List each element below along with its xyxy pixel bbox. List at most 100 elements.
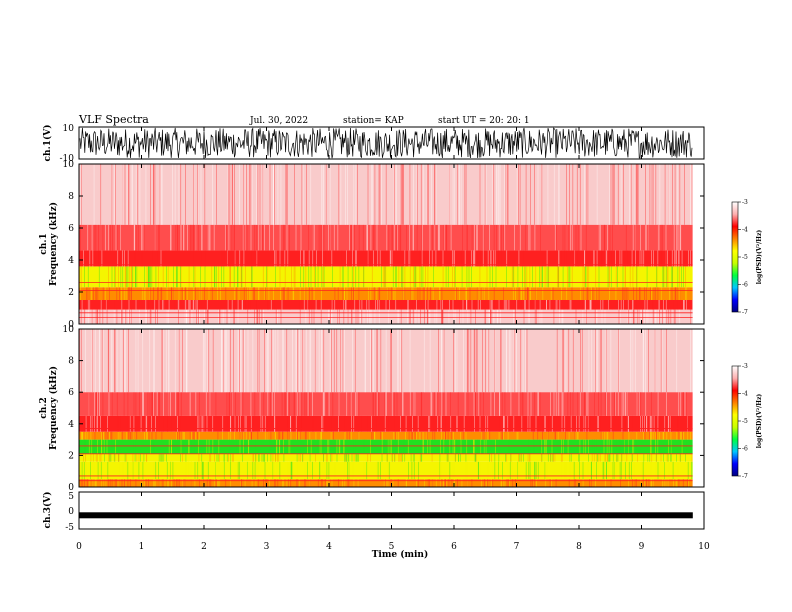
spectrogram-streak: [339, 329, 341, 393]
spectrogram-streak: [154, 439, 156, 454]
spectrogram-streak: [232, 392, 233, 416]
spectrogram-streak: [507, 415, 509, 432]
spectrogram-streak: [356, 453, 358, 462]
spectrogram-streak: [178, 479, 180, 487]
spectrogram-streak: [233, 453, 234, 462]
spectrogram-streak: [512, 266, 514, 288]
spectrogram-streak: [135, 439, 136, 454]
spectrogram-streak: [445, 479, 447, 487]
spectrogram-band: [79, 479, 693, 487]
spectrogram-streak: [487, 250, 489, 267]
spectrogram-streak: [432, 479, 433, 487]
spectrogram-streak: [615, 250, 616, 267]
spectrogram-streak: [108, 329, 110, 393]
spectrogram-streak: [256, 309, 258, 324]
spectrogram-streak: [533, 439, 535, 454]
spectrogram-streak: [170, 415, 172, 432]
spectrogram-streak: [685, 266, 686, 288]
spectrogram-streak: [192, 250, 194, 267]
spectrogram-streak: [264, 461, 266, 480]
spectrogram-streak: [318, 224, 320, 251]
spectrogram-streak: [87, 309, 89, 324]
spectrogram-streak: [605, 439, 607, 454]
freq-tick-label: 6: [68, 224, 74, 234]
spectrogram-streak: [394, 287, 396, 300]
spectrogram-streak: [515, 287, 516, 300]
spectrogram-streak: [396, 266, 397, 288]
spectrogram-streak: [219, 309, 221, 324]
spectrogram-streak: [301, 164, 303, 225]
spectrogram-streak: [687, 431, 689, 440]
spectrogram-streak: [461, 266, 463, 288]
spectrogram-streak: [283, 287, 285, 300]
spectrogram-streak: [309, 479, 311, 487]
spectrogram-streak: [183, 479, 185, 487]
spectrogram-streak: [657, 224, 659, 251]
spectrogram-streak: [555, 392, 557, 416]
spectrogram-streak: [214, 266, 215, 288]
spectrogram-streak: [550, 453, 551, 462]
spectrogram-streak: [111, 164, 113, 225]
spectrogram-streak: [369, 309, 370, 324]
freq-tick-label: 4: [68, 256, 74, 266]
spectrogram-streak: [520, 287, 522, 300]
spectrogram-streak: [392, 479, 394, 487]
spectrogram-streak: [598, 453, 600, 462]
spectrogram-streak: [552, 287, 554, 300]
spectrogram-streak: [232, 392, 234, 416]
spectrogram-streak: [80, 224, 81, 251]
freq-tick-label: 2: [68, 288, 74, 298]
spectrogram-streak: [413, 164, 414, 225]
spectrogram-streak: [260, 224, 262, 251]
spectrogram-streak: [321, 250, 322, 267]
spectrogram-streak: [320, 431, 321, 440]
spectrogram-streak: [401, 453, 402, 462]
spectrogram-streak: [135, 250, 137, 267]
spectrogram-streak: [98, 250, 99, 267]
spectrogram-streak: [485, 309, 486, 324]
spectrogram-streak: [475, 392, 476, 416]
spectrogram-streak: [215, 392, 217, 416]
spectrogram-streak: [678, 250, 680, 267]
spectrogram-streak: [95, 479, 96, 487]
spectrogram-streak: [347, 266, 349, 288]
spectrogram-streak: [662, 431, 664, 440]
spectrogram-streak: [258, 453, 259, 462]
spectrogram-streak: [223, 329, 224, 393]
spectrogram-streak: [127, 415, 129, 432]
spectrogram-streak: [398, 453, 400, 462]
spectrogram-streak: [276, 439, 278, 454]
spectrogram-streak: [529, 266, 531, 288]
spectrogram-streak: [338, 415, 339, 432]
spectrogram-streak: [509, 439, 510, 454]
spectrogram-streak: [275, 431, 276, 440]
spectrogram-streak: [622, 415, 624, 432]
spectrogram-streak: [181, 287, 183, 300]
spectrogram-streak: [250, 287, 252, 300]
spectrogram-streak: [545, 479, 547, 487]
spectrogram-streak: [479, 266, 481, 288]
spectrogram-streak: [610, 415, 612, 432]
spectrogram-streak: [186, 461, 187, 480]
spectrogram-streak: [128, 300, 130, 310]
spectrogram-streak: [556, 329, 558, 393]
spectrogram-streak: [158, 453, 160, 462]
time-tick-label: 8: [576, 542, 582, 552]
spectrogram-streak: [367, 250, 369, 267]
spectrogram-streak: [389, 250, 391, 267]
spectrogram-streak: [451, 479, 453, 487]
spectrogram-streak: [146, 250, 148, 267]
spectrogram-streak: [411, 461, 413, 480]
spectrogram-streak: [351, 224, 352, 251]
spectrogram-streak: [646, 300, 648, 310]
spectrogram-streak: [523, 453, 524, 462]
spectrogram-streak: [652, 309, 654, 324]
spectrogram-streak: [614, 461, 616, 480]
spectrogram-streak: [281, 392, 283, 416]
spectrogram-streak: [659, 461, 661, 480]
spectrogram-streak: [228, 431, 230, 440]
spectrogram-streak: [254, 287, 255, 300]
spectrogram-streak: [212, 439, 214, 454]
spectrogram-streak: [239, 431, 241, 440]
spectrogram-band: [79, 453, 693, 462]
